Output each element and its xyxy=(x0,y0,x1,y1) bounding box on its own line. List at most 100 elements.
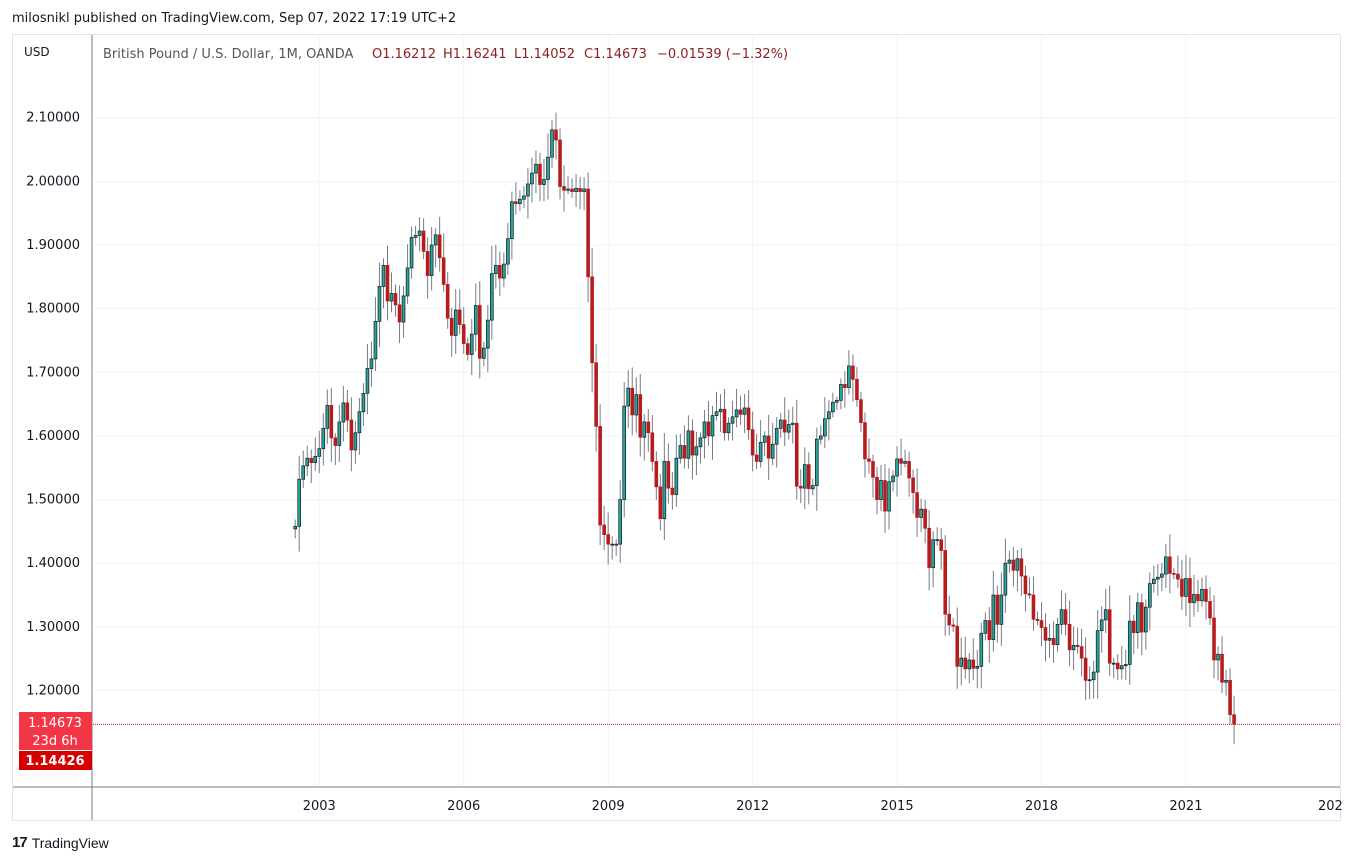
candle-body xyxy=(927,527,931,569)
tradingview-brand: TradingView xyxy=(31,834,109,851)
candle-body xyxy=(778,419,783,429)
candle-body xyxy=(421,230,426,252)
candle-body xyxy=(714,411,719,416)
candle-body xyxy=(646,421,651,434)
legend-change: −0.01539 (−1.32%) xyxy=(657,47,788,62)
candle-body xyxy=(1023,575,1028,595)
candle-body xyxy=(457,309,462,325)
candle-body xyxy=(987,620,992,640)
candle-body xyxy=(875,476,879,500)
candle-body xyxy=(542,179,546,185)
candle-body xyxy=(1019,558,1024,577)
currency-label: USD xyxy=(24,45,50,59)
candle-body xyxy=(449,317,454,336)
candle-body xyxy=(1091,671,1096,681)
candle-body xyxy=(734,409,739,418)
y-tick-label: 1.80000 xyxy=(26,302,80,317)
candle-body xyxy=(871,461,875,478)
candle-body xyxy=(939,539,943,551)
candle-body xyxy=(602,524,606,535)
candle-body xyxy=(610,543,614,546)
candle-body xyxy=(586,188,590,278)
candle-body xyxy=(498,265,502,279)
candle-body xyxy=(1027,593,1032,596)
y-tick-label: 1.30000 xyxy=(26,620,80,635)
candle-body xyxy=(510,201,514,240)
candle-body xyxy=(718,408,723,413)
candle-body xyxy=(1188,578,1192,604)
candle-body xyxy=(1164,556,1168,575)
candle-body xyxy=(1224,680,1228,683)
candle-body xyxy=(722,408,727,434)
candle-body xyxy=(742,407,747,415)
candle-body xyxy=(574,188,578,192)
candle-body xyxy=(606,534,610,545)
x-tick-label: 2009 xyxy=(592,799,625,814)
x-axis-labels: 2003 2006 2009 2012 2015 2018 2021 202 xyxy=(303,799,1343,814)
candle-body xyxy=(405,267,410,297)
candle-body xyxy=(670,487,675,495)
x-tick-label: 2012 xyxy=(736,799,769,814)
candle-body xyxy=(1071,644,1076,651)
candle-body xyxy=(522,195,526,200)
candle-body xyxy=(337,421,342,446)
candle-body xyxy=(859,399,863,423)
candle-body xyxy=(1051,637,1056,646)
candle-body xyxy=(979,632,984,667)
candle-body xyxy=(578,188,582,192)
candle-body xyxy=(839,384,843,401)
candle-body xyxy=(694,446,699,456)
candle-body xyxy=(566,188,570,191)
candle-body xyxy=(730,416,735,424)
candle-body xyxy=(887,481,891,512)
candle-body xyxy=(1160,573,1164,578)
candle-body xyxy=(630,387,635,416)
candle-body xyxy=(1204,588,1208,602)
candle-body xyxy=(995,594,1000,625)
candle-body xyxy=(494,265,498,275)
tradingview-logo[interactable]: 17 TradingView xyxy=(12,834,109,851)
candle-body xyxy=(301,465,306,480)
candle-body xyxy=(891,475,895,483)
legend-open: O1.16212 xyxy=(372,47,436,62)
candle-body xyxy=(373,321,378,360)
x-tick-label: 2006 xyxy=(447,799,480,814)
candle-body xyxy=(590,276,594,364)
candle-body xyxy=(1216,653,1220,661)
candle-body xyxy=(1232,714,1236,725)
legend-symbol[interactable]: British Pound / U.S. Dollar, 1M, OANDA xyxy=(103,47,354,62)
candle-body xyxy=(642,421,647,438)
candle-body xyxy=(774,427,779,445)
candle-body xyxy=(991,594,996,640)
candle-body xyxy=(786,424,791,433)
candle-body xyxy=(1095,630,1100,673)
y-tick-label: 1.60000 xyxy=(26,429,80,444)
candle-body xyxy=(666,461,671,489)
candle-body xyxy=(369,358,374,369)
candle-body xyxy=(473,305,478,335)
candle-body xyxy=(782,419,787,433)
candle-body xyxy=(658,486,663,520)
candle-body xyxy=(1087,679,1092,682)
candle-body xyxy=(911,477,915,493)
x-tick-label: 2003 xyxy=(303,799,336,814)
candle-body xyxy=(1015,558,1020,571)
candle-body xyxy=(1168,556,1172,574)
candle-body xyxy=(682,445,687,459)
candle-body xyxy=(554,129,558,141)
candle-body xyxy=(1180,578,1184,597)
candle-body xyxy=(293,525,298,530)
candle-body xyxy=(879,480,883,500)
candle-body xyxy=(445,284,450,319)
candle-body xyxy=(654,461,659,488)
candle-body xyxy=(514,201,518,205)
candle-body xyxy=(1039,620,1044,628)
last-price-value: 1.14673 xyxy=(28,716,82,731)
candle-body xyxy=(1003,562,1008,596)
candle-body xyxy=(935,539,939,542)
candle-body xyxy=(686,430,691,459)
candle-body xyxy=(827,411,831,420)
candle-body xyxy=(1184,578,1188,597)
candle-body xyxy=(1067,623,1072,651)
